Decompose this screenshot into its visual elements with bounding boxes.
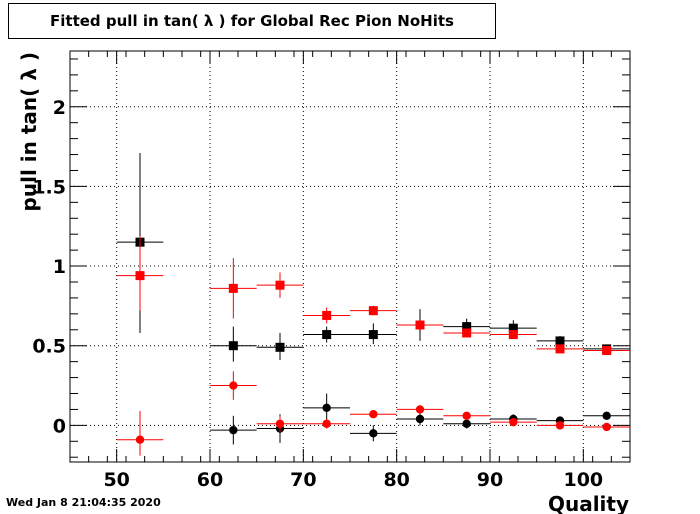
x-tick-label: 100 bbox=[563, 469, 603, 491]
data-point-circle bbox=[462, 419, 471, 428]
chart-title-box: Fitted pull in tan( λ ) for Global Rec P… bbox=[8, 3, 496, 39]
x-axis-title: Quality bbox=[548, 492, 629, 514]
y-tick-label: 0 bbox=[53, 415, 66, 437]
data-point-square bbox=[368, 330, 378, 340]
data-point-circle bbox=[135, 435, 145, 444]
data-point-square bbox=[322, 330, 332, 340]
timestamp: Wed Jan 8 21:04:35 2020 bbox=[6, 496, 161, 509]
data-point-circle bbox=[322, 403, 331, 413]
data-point-circle bbox=[415, 405, 425, 414]
data-point-square bbox=[602, 345, 612, 355]
plot-frame bbox=[69, 50, 631, 463]
data-point-circle bbox=[602, 422, 611, 432]
x-tick-label: 50 bbox=[103, 469, 129, 491]
data-point-square bbox=[462, 328, 472, 338]
data-point-square bbox=[415, 320, 425, 330]
data-points bbox=[116, 152, 630, 456]
series-0 bbox=[116, 152, 630, 362]
data-point-circle bbox=[462, 411, 471, 421]
series-3 bbox=[116, 371, 630, 456]
data-point-square bbox=[508, 323, 518, 333]
y-tick-label: 1 bbox=[53, 256, 66, 278]
data-point-circle bbox=[369, 429, 378, 438]
y-axis-title: pull in tan( λ ) bbox=[17, 52, 41, 211]
data-point-square bbox=[555, 336, 565, 346]
series-2 bbox=[210, 393, 630, 445]
data-point-circle bbox=[369, 410, 378, 419]
data-point-square bbox=[508, 330, 518, 340]
x-tick-label: 70 bbox=[290, 469, 316, 491]
data-point-circle bbox=[229, 425, 238, 435]
data-point-square bbox=[462, 322, 472, 332]
data-point-square bbox=[368, 306, 378, 316]
y-tick-label: 1.5 bbox=[32, 176, 66, 198]
axes: 50 60 70 80 90 100 0 0.5 1 1.5 2 bbox=[32, 50, 631, 491]
data-point-circle bbox=[602, 411, 611, 421]
x-tick-label: 60 bbox=[197, 469, 223, 491]
data-point-square bbox=[275, 280, 285, 290]
data-point-circle bbox=[509, 417, 518, 427]
x-tick-label: 80 bbox=[383, 469, 409, 491]
grid bbox=[70, 51, 630, 462]
x-tick-label: 90 bbox=[477, 469, 503, 491]
data-point-square bbox=[228, 341, 238, 351]
y-tick-label: 2 bbox=[53, 97, 66, 119]
data-point-square bbox=[275, 342, 285, 352]
data-point-circle bbox=[322, 419, 331, 428]
data-point-circle bbox=[415, 414, 425, 424]
y-tick-label: 0.5 bbox=[32, 336, 66, 358]
data-point-square bbox=[322, 310, 332, 320]
chart-title: Fitted pull in tan( λ ) for Global Rec P… bbox=[50, 12, 454, 30]
series-1 bbox=[116, 235, 630, 355]
data-point-square bbox=[135, 271, 145, 281]
data-point-circle bbox=[275, 419, 285, 428]
data-point-circle bbox=[229, 381, 238, 390]
data-point-square bbox=[555, 344, 565, 354]
data-point-circle bbox=[555, 421, 565, 430]
data-point-square bbox=[228, 283, 238, 293]
